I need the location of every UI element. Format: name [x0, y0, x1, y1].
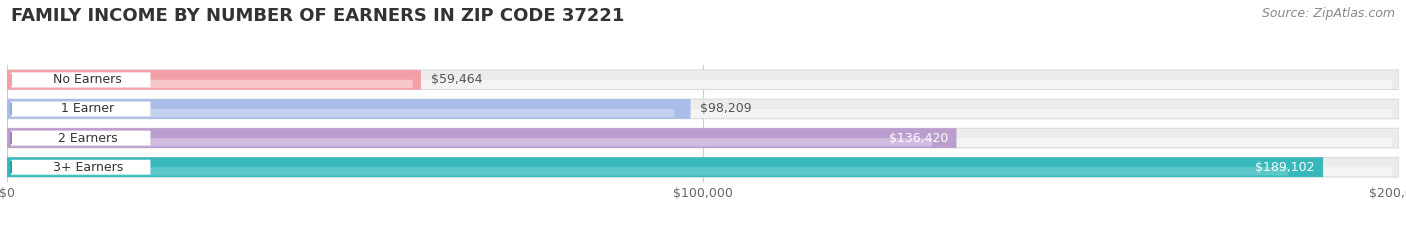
- FancyBboxPatch shape: [11, 160, 150, 175]
- FancyBboxPatch shape: [7, 70, 1399, 90]
- FancyBboxPatch shape: [11, 109, 675, 117]
- Text: No Earners: No Earners: [53, 73, 122, 86]
- FancyBboxPatch shape: [7, 99, 690, 119]
- FancyBboxPatch shape: [11, 131, 150, 145]
- Text: $189,102: $189,102: [1256, 161, 1315, 174]
- FancyBboxPatch shape: [11, 138, 932, 146]
- FancyBboxPatch shape: [14, 138, 1392, 147]
- Text: $136,420: $136,420: [889, 132, 948, 144]
- FancyBboxPatch shape: [11, 102, 150, 116]
- FancyBboxPatch shape: [11, 167, 1288, 175]
- FancyBboxPatch shape: [7, 128, 1399, 148]
- Text: FAMILY INCOME BY NUMBER OF EARNERS IN ZIP CODE 37221: FAMILY INCOME BY NUMBER OF EARNERS IN ZI…: [11, 7, 624, 25]
- FancyBboxPatch shape: [14, 167, 1392, 176]
- Text: 3+ Earners: 3+ Earners: [52, 161, 122, 174]
- Text: $59,464: $59,464: [430, 73, 482, 86]
- FancyBboxPatch shape: [14, 80, 1392, 89]
- FancyBboxPatch shape: [7, 157, 1399, 177]
- FancyBboxPatch shape: [11, 80, 412, 88]
- FancyBboxPatch shape: [7, 128, 956, 148]
- FancyBboxPatch shape: [7, 99, 1399, 119]
- Text: 1 Earner: 1 Earner: [62, 103, 114, 115]
- Text: Source: ZipAtlas.com: Source: ZipAtlas.com: [1261, 7, 1395, 20]
- FancyBboxPatch shape: [7, 157, 1323, 177]
- Text: $98,209: $98,209: [700, 103, 752, 115]
- FancyBboxPatch shape: [14, 109, 1392, 118]
- FancyBboxPatch shape: [11, 72, 150, 87]
- FancyBboxPatch shape: [7, 70, 420, 90]
- Text: 2 Earners: 2 Earners: [58, 132, 118, 144]
